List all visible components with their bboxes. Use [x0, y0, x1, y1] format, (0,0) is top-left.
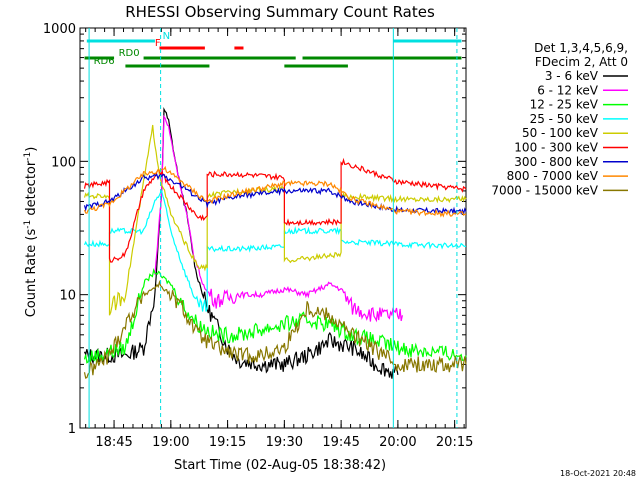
legend-entry-label: 12 - 25 keV: [530, 98, 599, 112]
legend: Det 1,3,4,5,6,9,FDecim 2, Att 03 - 6 keV…: [491, 41, 628, 197]
flag-label-f: F: [155, 38, 161, 49]
y-tick-label: 10: [59, 289, 76, 304]
y-tick-label: 100: [51, 155, 76, 170]
vertical-markers: [88, 28, 458, 428]
plot-frame: [79, 27, 467, 429]
legend-entry-label: 6 - 12 keV: [537, 83, 599, 97]
y-axis-label: Count Rate (s-1 detector-1): [23, 147, 39, 318]
series-line-0: [83, 106, 399, 379]
series-line-6: [83, 173, 467, 216]
legend-entry-label: 800 - 7000 keV: [507, 169, 599, 183]
flag-label-rd0: RD0: [119, 48, 140, 59]
x-tick-label: 19:00: [152, 435, 189, 450]
chart-title: RHESSI Observing Summary Count Rates: [125, 3, 435, 21]
series-line-7: [83, 165, 466, 218]
series-layer: [83, 106, 467, 379]
y-tick-label: 1000: [43, 22, 76, 37]
legend-entry-label: 50 - 100 keV: [522, 126, 599, 140]
legend-entry-label: 100 - 300 keV: [514, 141, 598, 155]
legend-entry-label: 300 - 800 keV: [514, 155, 598, 169]
y-axis-label-sup2: -1: [23, 152, 33, 161]
series-line-4: [83, 124, 467, 316]
flag-label-rd6: RD6: [94, 56, 115, 67]
flags-layer: NF RD0 RD6: [84, 31, 462, 68]
y-tick-label: 1: [68, 422, 76, 437]
series-line-3: [83, 189, 466, 312]
timestamp-footer: 18-Oct-2021 20:48: [560, 469, 636, 478]
legend-header-line: Det 1,3,4,5,6,9,: [534, 41, 628, 55]
legend-header-line: FDecim 2, Att 0: [535, 55, 628, 69]
legend-entry-label: 3 - 6 keV: [545, 69, 599, 83]
x-axis-label: Start Time (02-Aug-05 18:38:42): [174, 458, 386, 473]
x-tick-label: 19:30: [266, 435, 303, 450]
flag-label-n: N: [163, 31, 170, 42]
x-tick-label: 19:45: [322, 435, 359, 450]
y-axis-label-part1: Count Rate (s: [24, 229, 39, 318]
y-axis-label-sup1: -1: [23, 220, 33, 229]
x-tick-label: 18:45: [95, 435, 132, 450]
y-axis-label-part2: detector: [24, 160, 39, 220]
legend-entry-label: 7000 - 15000 keV: [491, 183, 598, 197]
series-line-5: [83, 157, 467, 263]
x-tick-label: 20:15: [436, 435, 473, 450]
axes: 1 10 100 1000 18:45 19:00 19:15 19:30 19:45 20:00…: [43, 22, 473, 450]
x-tick-label: 19:15: [209, 435, 246, 450]
series-line-8: [83, 280, 467, 379]
x-tick-label: 20:00: [379, 435, 416, 450]
y-axis-label-part3: ): [24, 147, 39, 152]
series-line-2: [83, 268, 467, 364]
legend-entry-label: 25 - 50 keV: [530, 112, 599, 126]
